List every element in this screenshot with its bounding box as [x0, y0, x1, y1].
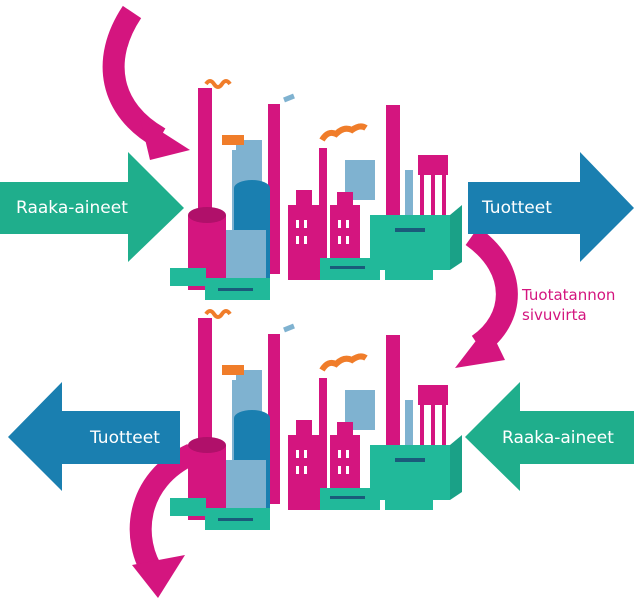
arrow-label: Raaka-aineet [16, 198, 128, 218]
diagram: Raaka-aineet Tuotteet Tuotteet Raaka-ain… [0, 0, 634, 601]
side-stream-label: sivuvirta [522, 306, 587, 324]
input-arrow: Raaka-aineet [465, 382, 634, 491]
factory [170, 81, 462, 300]
factory [170, 311, 462, 530]
arrow-label: Tuotteet [481, 198, 552, 218]
arrow-label: Tuotteet [89, 428, 160, 448]
arrow-label: Raaka-aineet [502, 428, 614, 448]
input-arrow: Raaka-aineet [0, 152, 184, 262]
side-stream-label: Tuotatannon [521, 286, 615, 304]
